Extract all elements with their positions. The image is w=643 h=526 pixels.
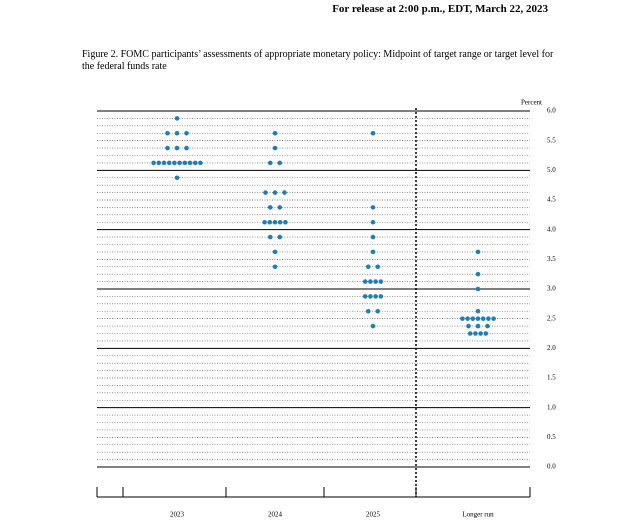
dot xyxy=(267,234,273,240)
chart-title: Figure 2. FOMC participants’ assessments… xyxy=(82,49,554,72)
dot xyxy=(370,130,376,136)
dot xyxy=(378,279,384,284)
y-tick-label: 0.5 xyxy=(547,433,556,441)
y-axis-label: Percent xyxy=(521,99,542,107)
dot xyxy=(165,145,170,151)
dot xyxy=(370,323,376,329)
dot xyxy=(375,308,381,314)
dot xyxy=(375,264,381,270)
dot xyxy=(272,264,278,270)
dot xyxy=(466,323,471,329)
dot xyxy=(267,205,273,210)
dot xyxy=(267,160,273,166)
dot xyxy=(165,130,170,136)
y-tick-label: 2.5 xyxy=(547,314,556,322)
dot xyxy=(174,130,180,136)
y-tick-label: 3.0 xyxy=(547,285,556,293)
y-tick-label: 5.0 xyxy=(547,166,556,174)
dot xyxy=(475,286,481,292)
dot xyxy=(277,219,283,225)
dot xyxy=(184,145,189,151)
dot xyxy=(172,160,177,166)
dot xyxy=(370,234,376,240)
y-tick-label: 6.0 xyxy=(547,107,556,115)
dot xyxy=(370,219,376,225)
dot xyxy=(277,234,283,240)
dot xyxy=(370,205,376,210)
dot xyxy=(475,323,481,329)
dot xyxy=(262,219,267,225)
dot xyxy=(272,219,278,225)
dot xyxy=(460,316,465,321)
y-tick-label: 0.0 xyxy=(547,463,556,471)
dot xyxy=(174,116,180,121)
dot xyxy=(467,331,473,336)
dot xyxy=(156,160,162,166)
dot xyxy=(362,279,368,284)
dot xyxy=(368,279,373,284)
y-tick-label: 4.5 xyxy=(547,196,556,204)
y-tick-label: 2.0 xyxy=(547,344,556,352)
dot xyxy=(174,145,180,151)
dot xyxy=(473,331,478,336)
dot xyxy=(480,316,486,321)
dot xyxy=(182,160,188,166)
dot xyxy=(161,160,167,166)
dot xyxy=(362,294,368,299)
x-tick-label: 2023 xyxy=(170,511,185,519)
dot xyxy=(378,294,384,299)
dot xyxy=(485,323,490,329)
dot xyxy=(365,264,371,270)
dot xyxy=(192,160,198,166)
release-note: For release at 2:00 p.m., EDT, March 22,… xyxy=(332,3,548,15)
dot xyxy=(483,331,489,336)
dot xyxy=(283,219,288,225)
dot xyxy=(184,130,189,136)
dot xyxy=(277,205,283,210)
dot xyxy=(272,190,278,195)
dot xyxy=(368,294,373,299)
dot xyxy=(475,249,481,255)
dot xyxy=(491,316,496,321)
dot xyxy=(370,249,376,255)
x-tick-label: Longer run xyxy=(462,511,494,519)
dot xyxy=(151,160,156,166)
y-tick-label: 3.5 xyxy=(547,255,556,263)
dot xyxy=(465,316,470,321)
dot xyxy=(486,316,491,321)
dot xyxy=(373,294,378,299)
dot xyxy=(267,219,273,225)
dot xyxy=(373,279,378,284)
x-tick-label: 2025 xyxy=(366,511,381,519)
dot xyxy=(478,331,483,336)
dot xyxy=(475,308,481,314)
dot xyxy=(177,160,182,166)
dot xyxy=(470,316,476,321)
dot xyxy=(475,271,481,277)
dot xyxy=(198,160,203,166)
dot xyxy=(365,308,371,314)
dot xyxy=(174,175,180,181)
y-tick-label: 5.5 xyxy=(547,136,556,144)
dot xyxy=(282,190,287,195)
dot xyxy=(263,190,268,195)
y-tick-label: 1.0 xyxy=(547,403,556,411)
y-tick-label: 1.5 xyxy=(547,374,556,382)
dot xyxy=(272,145,278,151)
x-tick-label: 2024 xyxy=(268,511,283,519)
dot xyxy=(272,249,278,255)
dot xyxy=(166,160,172,166)
dot xyxy=(277,160,283,166)
y-tick-label: 4.0 xyxy=(547,225,556,233)
dot xyxy=(272,130,278,136)
dot xyxy=(475,316,481,321)
dot xyxy=(187,160,193,166)
